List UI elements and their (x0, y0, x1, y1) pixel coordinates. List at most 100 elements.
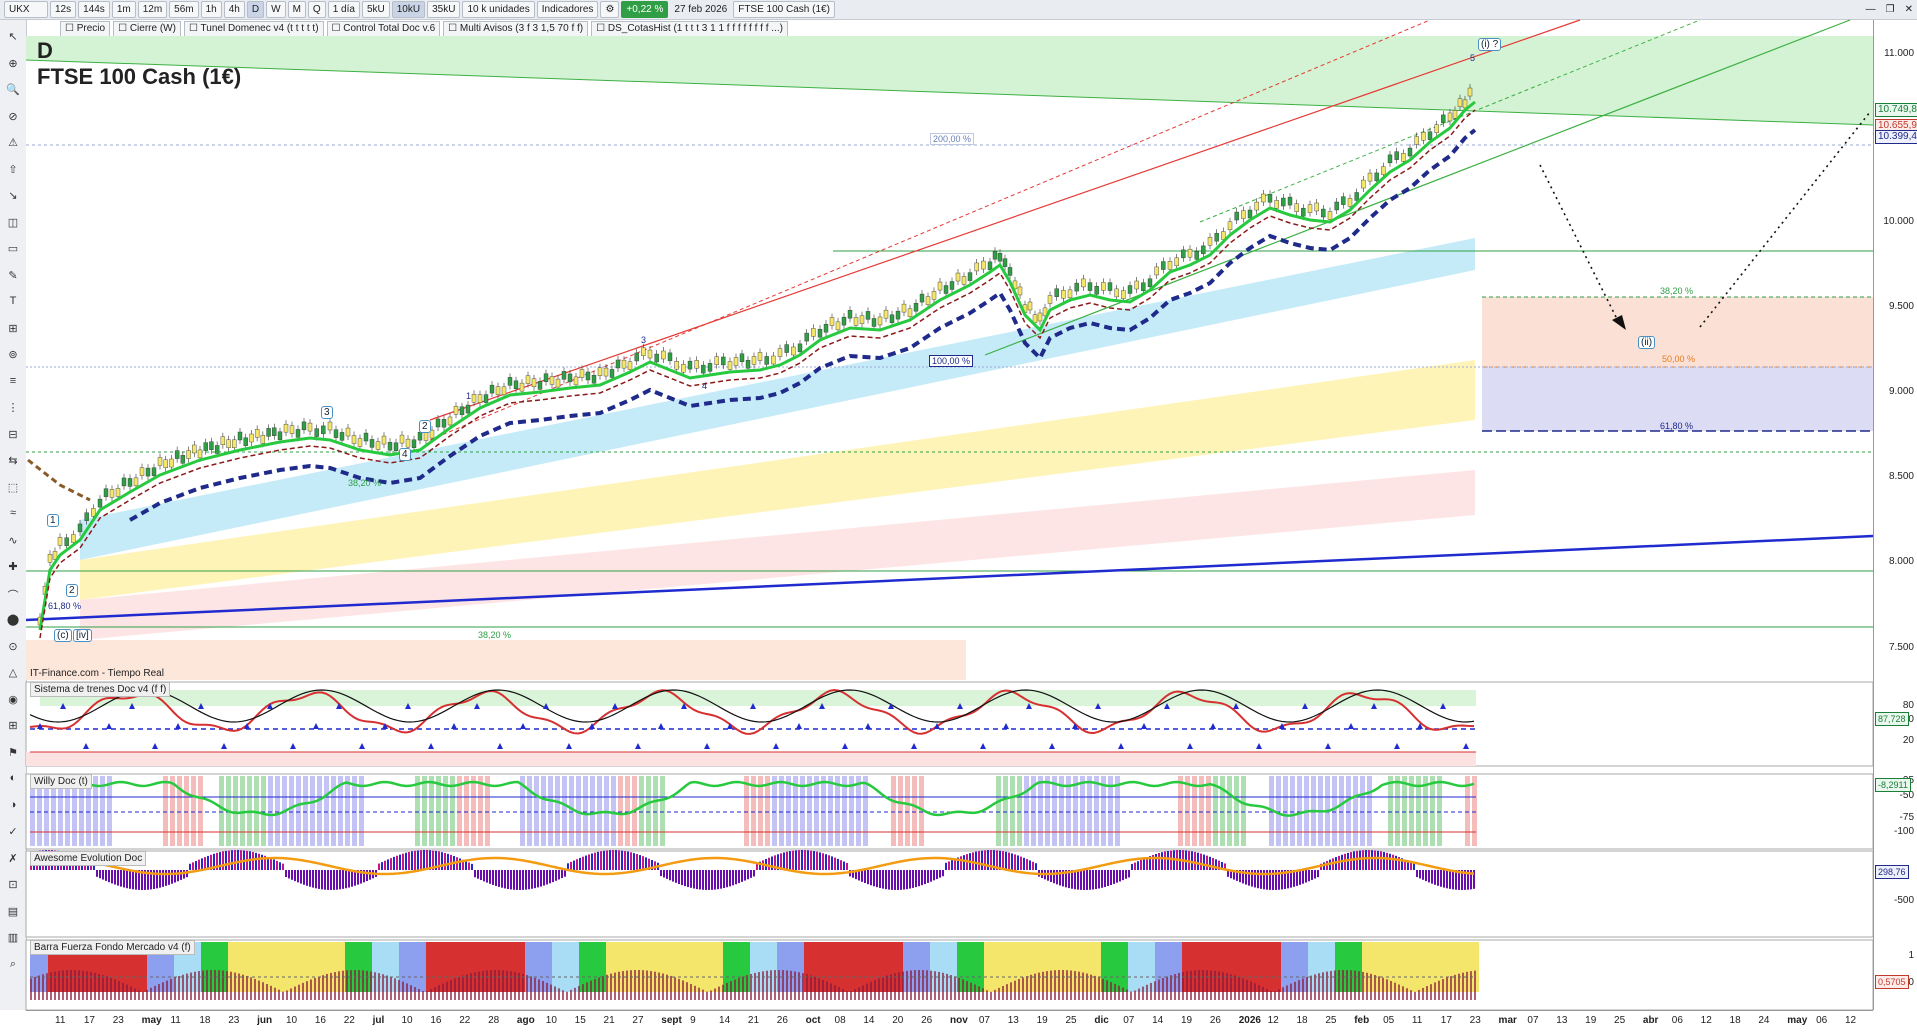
drawing-tool-icon[interactable]: ∿ (8, 534, 18, 547)
drawing-tool-icon[interactable]: ⚑ (8, 746, 18, 759)
interval-button-12s[interactable]: 12s (50, 1, 77, 18)
drawing-tool-icon[interactable]: ⊞ (8, 720, 18, 732)
price-axis[interactable]: 11.00010.50010.0009.5009.0008.5008.0007.… (1873, 20, 1917, 1010)
drawing-tool-icon[interactable]: ⌕ (9, 957, 17, 970)
awesome-bar (285, 870, 287, 878)
period-select[interactable]: 1 día (327, 1, 360, 18)
time-axis[interactable]: 11 17 23 may 11 18 23 jun 10 16 22 jul 10 16 22 28 ago 10… (26, 1010, 1873, 1032)
drawing-tool-icon[interactable]: ⊟ (8, 428, 18, 441)
time-tick: 07 (1123, 1015, 1135, 1026)
interval-button-12m[interactable]: 12m (137, 1, 168, 18)
unit-button-35ku[interactable]: 35kU (427, 1, 461, 18)
awesome-bar (330, 870, 332, 890)
panel-title-awesome[interactable]: Awesome Evolution Doc (30, 851, 147, 866)
barra-block (1128, 942, 1137, 992)
drawing-tool-icon[interactable]: ⊚ (8, 349, 18, 361)
barra-bar (618, 971, 620, 1000)
barra-bar (1110, 982, 1112, 1000)
drawing-tool-icon[interactable]: ↘ (8, 190, 18, 202)
drawing-tool-icon[interactable]: ↖ (8, 31, 18, 43)
close-icon[interactable]: ✕ (1904, 4, 1913, 15)
drawing-tool-icon[interactable]: ⇆ (8, 455, 18, 467)
drawing-tool-icon[interactable]: ⊡ (8, 879, 18, 891)
candle-body (919, 293, 925, 303)
barra-block (435, 942, 444, 992)
minimize-icon[interactable]: — (1865, 4, 1876, 15)
drawing-tool-icon[interactable]: ✓ (8, 826, 18, 838)
drawing-tool-icon[interactable]: ⋮ (7, 402, 19, 414)
panel-title-barra[interactable]: Barra Fuerza Fondo Mercado v4 (f) (30, 940, 195, 955)
drawing-tool-icon[interactable]: ▤ (7, 905, 19, 918)
awesome-bar (1281, 870, 1283, 890)
drawing-tool-icon[interactable]: 🔍 (6, 84, 20, 96)
drawing-tool-icon[interactable]: ⬚ (7, 481, 19, 494)
awesome-bar (918, 870, 920, 887)
interval-button-m[interactable]: M (287, 1, 306, 18)
candle-body (1341, 196, 1346, 205)
drawing-tool-icon[interactable]: ⌒ (7, 589, 19, 602)
units-select[interactable]: 10 k unidades (462, 1, 535, 18)
drawing-tool-icon[interactable]: △ (8, 667, 18, 679)
barra-bar (590, 980, 592, 1000)
awesome-bar (648, 858, 650, 870)
interval-button-144s[interactable]: 144s (78, 1, 110, 18)
drawing-tool-icon[interactable]: ✚ (8, 561, 18, 573)
symbol-field[interactable]: UKX (4, 1, 48, 18)
candle-body (883, 309, 889, 319)
awesome-bar (981, 850, 983, 870)
drawing-tool-icon[interactable]: ⚠ (8, 137, 18, 149)
drawing-tool-icon[interactable]: ⊕ (8, 57, 18, 70)
interval-button-w[interactable]: W (266, 1, 286, 18)
drawing-tool-icon[interactable]: ≡ (9, 374, 17, 387)
drawing-tool-icon[interactable]: ◑ (9, 798, 17, 811)
barra-bar (386, 975, 388, 1000)
barra-bar (814, 976, 816, 1000)
barra-bar (782, 970, 784, 1000)
indicators-button[interactable]: Indicadores (536, 1, 599, 18)
unit-button-10ku[interactable]: 10kU (391, 1, 426, 18)
barra-bar (138, 990, 140, 1000)
interval-button-d[interactable]: D (246, 1, 265, 18)
drawing-tool-icon[interactable]: ◐ (9, 772, 17, 784)
settings-icon[interactable]: ⚙ (600, 1, 620, 18)
unit-button-5ku[interactable]: 5kU (361, 1, 390, 18)
drawing-tool-icon[interactable]: ✗ (8, 852, 18, 865)
panel-title-trenes[interactable]: Sistema de trenes Doc v4 (f f) (30, 682, 171, 697)
interval-button-1m[interactable]: 1m (111, 1, 136, 18)
awesome-bar (1245, 870, 1247, 885)
drawing-tool-icon[interactable]: ⊘ (8, 110, 18, 123)
osc-line-red (29, 689, 1475, 735)
barra-block (1029, 942, 1038, 992)
drawing-tool-icon[interactable]: ⬤ (6, 614, 20, 626)
awesome-bar (231, 850, 233, 870)
restore-icon[interactable]: ❐ (1885, 4, 1895, 15)
drawing-tool-icon[interactable]: ⊞ (8, 322, 18, 335)
awesome-bar (1275, 870, 1277, 890)
time-tick: 22 (343, 1015, 355, 1026)
interval-button-q[interactable]: Q (307, 1, 326, 18)
drawing-tool-icon[interactable]: ◉ (8, 693, 18, 706)
candle-body (654, 353, 659, 363)
willy-value: -8,2911 (1875, 778, 1911, 792)
candle-body (333, 429, 339, 438)
drawing-tool-icon[interactable]: ≈ (9, 507, 17, 519)
drawing-tool-icon[interactable]: T (9, 295, 17, 307)
drawing-tool-icon[interactable]: ⊙ (8, 640, 18, 653)
panel-title-willy[interactable]: Willy Doc (t) (30, 774, 92, 789)
barra-block (804, 942, 813, 992)
drawing-tool-icon[interactable]: ◫ (7, 216, 19, 229)
barra-block (975, 942, 984, 992)
drawing-tool-icon[interactable]: ▥ (7, 932, 19, 944)
barra-bar (1422, 987, 1424, 1000)
barra-block (750, 942, 759, 992)
interval-button-1h[interactable]: 1h (200, 1, 222, 18)
interval-button-56m[interactable]: 56m (169, 1, 199, 18)
drawing-tool-icon[interactable]: ✎ (8, 269, 18, 282)
drawing-tool-icon[interactable]: ▭ (7, 243, 19, 255)
drawing-tool-icon[interactable]: ⇧ (8, 163, 18, 176)
interval-button-4h[interactable]: 4h (223, 1, 245, 18)
barra-bar (290, 988, 292, 1000)
barra-bar (1358, 971, 1360, 1000)
barra-bar (1462, 972, 1464, 1000)
